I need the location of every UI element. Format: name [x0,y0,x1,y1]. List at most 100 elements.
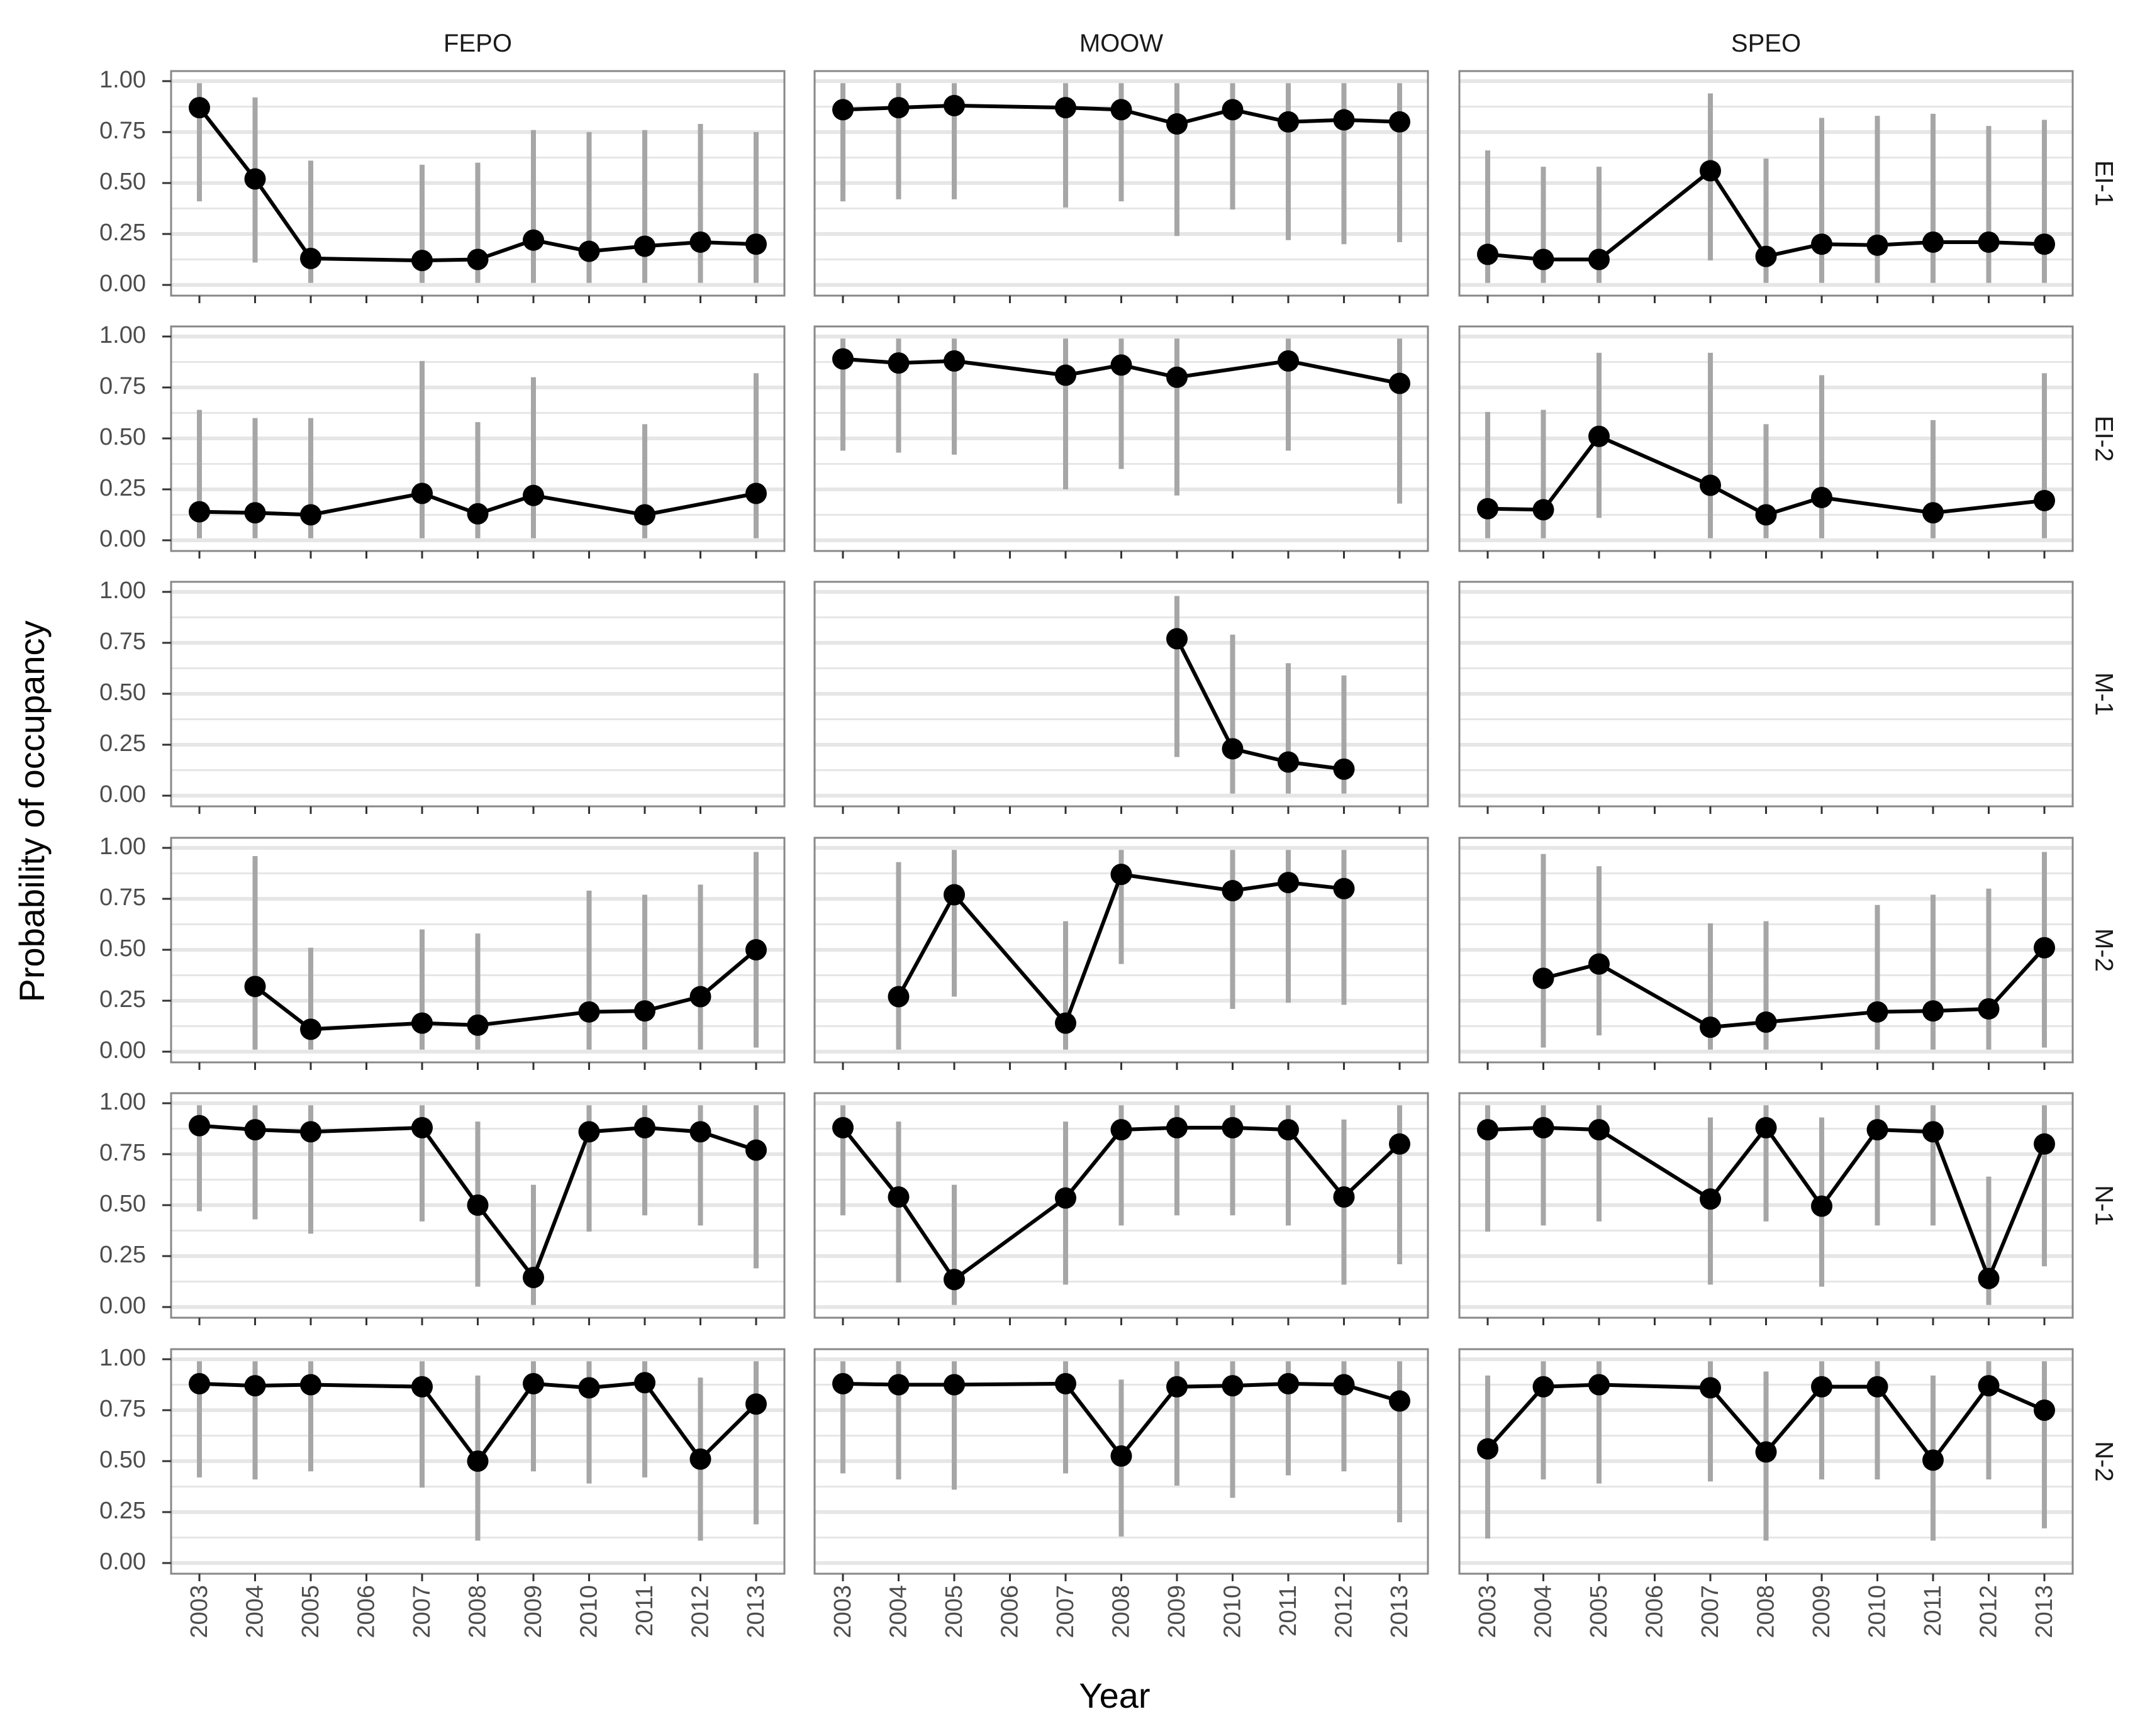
data-point [1389,1390,1410,1412]
y-tick-label: 0.00 [99,1549,146,1575]
data-point [1110,354,1132,376]
data-point [411,250,433,272]
data-point [1922,1121,1944,1143]
data-point [1166,1376,1188,1398]
data-point [578,1001,600,1023]
series-speo-n-2 [1477,1361,2055,1541]
data-point [300,1374,321,1396]
series-moow-ei-2 [832,338,1410,504]
data-point [1755,1441,1777,1463]
data-point [1166,113,1188,135]
data-point [411,1376,433,1398]
data-point [467,1450,489,1472]
data-point [244,976,266,998]
data-point [832,1116,854,1138]
data-point [189,501,210,523]
data-point [1922,231,1944,253]
series-speo-n-1 [1477,1105,2055,1305]
data-point [523,1372,544,1394]
column-strip-label-fepo: FEPO [443,30,512,57]
x-tick-label-2004: 2004 [886,1585,912,1639]
data-point [1978,231,2000,253]
data-point [1922,1449,1944,1471]
data-point [523,1267,544,1289]
y-tick-label: 0.50 [99,1447,146,1473]
series-line [842,103,1400,126]
data-point [189,97,210,119]
y-tick-label: 0.25 [99,986,146,1013]
x-tick-label-2006: 2006 [1642,1585,1668,1639]
series-line [1487,1125,2046,1281]
data-point [467,1194,489,1216]
row-strip-label-ei-1: EI-1 [2090,160,2117,206]
data-point [1278,111,1299,133]
data-point [745,1139,767,1161]
data-point [1389,372,1410,394]
data-point [1166,1116,1188,1138]
series-moow-m-1 [1166,596,1355,794]
y-tick-label: 0.00 [99,526,146,552]
data-point [1532,499,1554,521]
data-point [634,1372,655,1394]
data-point [832,348,854,370]
data-point [1755,1011,1777,1033]
panels-layer: FEPO MOOW SPEO EI-1 EI-2 M-1 M-2 N-1 N-2 0.00 0.25… [99,30,2117,1639]
x-tick-label-2004: 2004 [242,1585,269,1639]
column-strip-label-moow: MOOW [1079,30,1164,57]
x-tick-label-2010: 2010 [576,1585,603,1639]
data-point [634,235,655,257]
data-point [1811,486,1832,508]
data-point [1222,880,1244,902]
data-point [745,233,767,255]
series-speo-m-2 [1532,852,2055,1050]
x-tick-label-2009: 2009 [1808,1585,1835,1639]
data-point [1811,233,1832,255]
data-point [689,986,711,1008]
data-point [1278,350,1299,372]
data-point [1532,1116,1554,1138]
data-point [944,1374,965,1396]
series-moow-n-1 [832,1105,1410,1305]
data-point [189,1115,210,1137]
data-point [1110,864,1132,886]
data-point [244,1119,266,1141]
x-tick-label-2011: 2011 [1920,1585,1946,1637]
x-tick-label-2009: 2009 [520,1585,547,1639]
y-tick-label: 0.25 [99,730,146,757]
data-point [944,1269,965,1291]
data-point [1389,111,1410,133]
data-point [1333,758,1355,780]
data-point [2034,1399,2055,1421]
x-tick-label-2011: 2011 [632,1585,658,1637]
data-point [634,1000,655,1022]
y-tick-label: 0.50 [99,169,146,195]
data-point [1588,1374,1610,1396]
x-tick-label-2004: 2004 [1530,1585,1557,1639]
row-strip-label-m-1: M-1 [2090,672,2117,716]
y-tick-label: 0.25 [99,1498,146,1524]
y-tick-label: 0.75 [99,884,146,911]
x-tick-label-2008: 2008 [465,1585,491,1639]
data-point [1755,245,1777,267]
y-tick-label: 0.25 [99,1242,146,1268]
data-point [1532,248,1554,270]
x-tick-label-2007: 2007 [1052,1585,1079,1639]
data-point [1588,248,1610,270]
x-tick-label-2008: 2008 [1753,1585,1780,1639]
series-fepo-ei-2 [189,360,767,538]
y-tick-label: 0.75 [99,373,146,399]
data-point [1278,1119,1299,1141]
y-tick-label: 0.50 [99,935,146,962]
data-point [1866,1376,1888,1398]
data-point [944,350,965,372]
data-point [888,352,910,374]
data-point [1055,1372,1076,1394]
data-point [244,502,266,524]
data-point [1978,1267,2000,1289]
data-point [244,168,266,190]
data-point [689,1448,711,1470]
x-tick-label-2005: 2005 [298,1585,324,1639]
data-point [1477,498,1498,520]
series-fepo-n-2 [189,1361,767,1541]
data-point [2034,489,2055,511]
